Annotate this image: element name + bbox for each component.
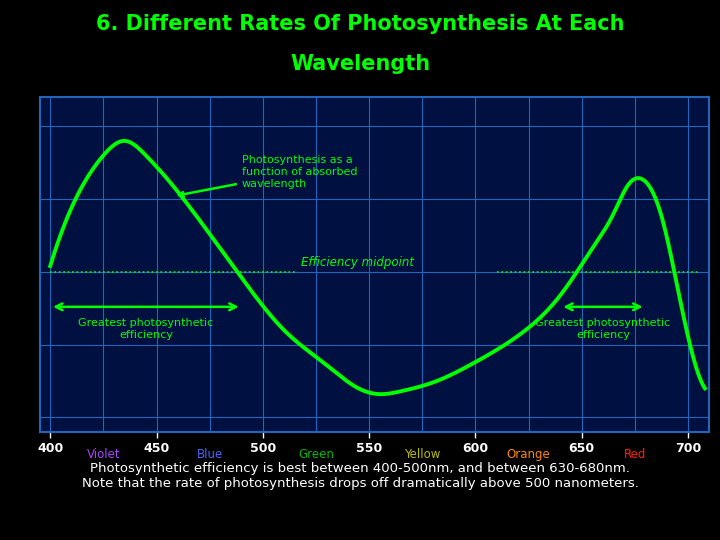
Text: Greatest photosynthetic
efficiency: Greatest photosynthetic efficiency xyxy=(78,319,213,340)
Text: Efficiency midpoint: Efficiency midpoint xyxy=(301,256,414,269)
Text: Blue: Blue xyxy=(197,448,222,461)
Text: Orange: Orange xyxy=(507,448,550,461)
Text: Red: Red xyxy=(624,448,646,461)
Text: Violet: Violet xyxy=(86,448,120,461)
Text: 6. Different Rates Of Photosynthesis At Each: 6. Different Rates Of Photosynthesis At … xyxy=(96,14,624,33)
Text: Photosynthesis as a
function of absorbed
wavelength: Photosynthesis as a function of absorbed… xyxy=(179,156,357,197)
Text: Yellow: Yellow xyxy=(404,448,441,461)
Text: Greatest photosynthetic
efficiency: Greatest photosynthetic efficiency xyxy=(536,319,670,340)
Text: Wavelength: Wavelength xyxy=(290,54,430,74)
Text: Green: Green xyxy=(298,448,334,461)
Text: Photosynthetic efficiency is best between 400-500nm, and between 630-680nm.
Note: Photosynthetic efficiency is best betwee… xyxy=(81,462,639,490)
